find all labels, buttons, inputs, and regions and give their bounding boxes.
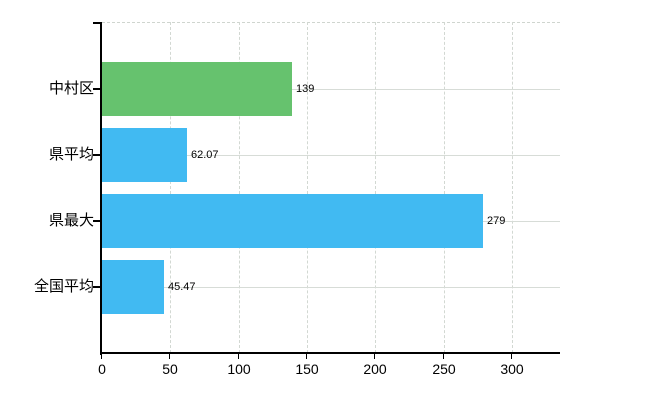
x-axis-tick [374,354,375,359]
bar-value-label: 139 [296,83,315,95]
category-label: 全国平均 [33,278,94,295]
x-axis-tick-label: 250 [432,361,456,377]
x-axis-tick-label: 300 [500,361,524,377]
y-axis-tick [93,286,100,288]
y-axis-tick [93,154,100,156]
x-axis-tick-label: 100 [227,361,251,377]
x-axis-tick [169,354,170,359]
y-axis-line [100,22,102,355]
plot-top-border [102,22,560,23]
bar [102,62,292,116]
x-axis-tick [238,354,239,359]
category-label: 中村区 [48,80,94,97]
category-label: 県最大 [48,212,94,229]
bar-value-label: 45.47 [168,281,196,293]
x-axis-tick [101,354,102,359]
category-label: 県平均 [48,146,94,163]
vertical-gridline [170,22,171,353]
bar-value-label: 279 [487,215,506,227]
vertical-gridline [307,22,308,353]
horizontal-gridline [102,89,560,90]
y-axis-tick [93,88,100,90]
y-axis-tick [93,220,100,222]
vertical-gridline [239,22,240,353]
y-axis-tick [93,22,100,24]
bar [102,128,187,182]
x-axis-tick [443,354,444,359]
x-axis-tick [511,354,512,359]
x-axis-tick-label: 50 [162,361,178,377]
bar [102,260,164,314]
x-axis-tick-label: 150 [295,361,319,377]
vertical-gridline [444,22,445,353]
x-axis-tick [306,354,307,359]
vertical-gridline [375,22,376,353]
horizontal-gridline [102,287,560,288]
bar-value-label: 62.07 [191,149,219,161]
x-axis-tick-label: 0 [98,361,106,377]
x-axis-line [100,352,560,354]
bar [102,194,483,248]
vertical-gridline [512,22,513,353]
x-axis-tick-label: 200 [363,361,387,377]
horizontal-gridline [102,155,560,156]
